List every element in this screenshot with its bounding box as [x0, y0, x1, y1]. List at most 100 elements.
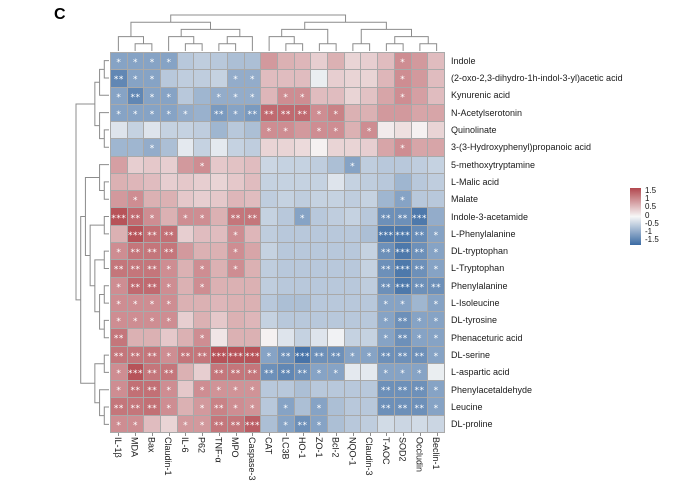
- heatmap-cell: *: [394, 191, 411, 208]
- heatmap-cell: *: [111, 53, 127, 70]
- heatmap-cell: [294, 173, 311, 191]
- heatmap-cell: [344, 122, 361, 139]
- heatmap-cell: [344, 243, 361, 260]
- heatmap-cell: **: [277, 104, 294, 122]
- heatmap-cell: [361, 260, 378, 277]
- heatmap-cell: **: [394, 208, 411, 225]
- heatmap-cell: [244, 53, 261, 70]
- heatmap-cell: [361, 156, 378, 173]
- heatmap-cell: [328, 225, 344, 242]
- heatmap-cell: [261, 70, 277, 87]
- heatmap-cell: **: [127, 398, 144, 415]
- heatmap-cell: [328, 398, 344, 415]
- heatmap-cell: [378, 191, 394, 208]
- column-tick: [135, 433, 137, 436]
- heatmap-cell: [211, 139, 227, 156]
- heatmap-cell: [177, 363, 194, 381]
- heatmap-cell: *: [244, 381, 261, 398]
- heatmap-cell: [428, 173, 444, 191]
- heatmap-cell: *: [411, 312, 428, 329]
- heatmap-cell: **: [378, 208, 394, 225]
- heatmap-cell: [211, 173, 227, 191]
- heatmap-cell: [177, 191, 194, 208]
- heatmap-cell: [177, 294, 194, 312]
- heatmap-cell: [227, 173, 244, 191]
- row-label: DL-tyrosine: [451, 315, 498, 326]
- heatmap-cell: [261, 87, 277, 104]
- heatmap-cell: [428, 415, 444, 432]
- heatmap-cell: [261, 312, 277, 329]
- column-label: CAT: [263, 437, 274, 455]
- heatmap-cell: [277, 53, 294, 70]
- heatmap-cell: **: [411, 381, 428, 398]
- heatmap-cell: **: [127, 87, 144, 104]
- heatmap-cell: **: [394, 312, 411, 329]
- heatmap-cell: [244, 277, 261, 294]
- heatmap-cell: [428, 53, 444, 70]
- heatmap-cell: [261, 329, 277, 346]
- heatmap-cell: [144, 415, 161, 432]
- column-label: T-AOC: [380, 437, 391, 465]
- heatmap-cell: [294, 260, 311, 277]
- heatmap-cell: [177, 260, 194, 277]
- heatmap-cell: ***: [244, 346, 261, 363]
- heatmap-cell: *: [227, 381, 244, 398]
- column-label: Claudin-3: [364, 437, 375, 476]
- heatmap-cell: [277, 191, 294, 208]
- heatmap-cell: [211, 260, 227, 277]
- heatmap-cell: *: [428, 260, 444, 277]
- heatmap-cell: **: [394, 398, 411, 415]
- column-tick: [403, 433, 405, 436]
- heatmap-cell: *: [361, 122, 378, 139]
- row-label: DL-tryptophan: [451, 246, 509, 257]
- heatmap-cell: [428, 139, 444, 156]
- heatmap-cell: [361, 70, 378, 87]
- heatmap-cell: [378, 104, 394, 122]
- heatmap-cell: [277, 243, 294, 260]
- heatmap-cell: [294, 294, 311, 312]
- heatmap-cell: **: [111, 398, 127, 415]
- heatmap-cell: *: [277, 87, 294, 104]
- heatmap-cell: *: [194, 415, 211, 432]
- heatmap-cell: [328, 208, 344, 225]
- column-label: MPO: [230, 437, 241, 458]
- heatmap-cell: [311, 139, 328, 156]
- heatmap-cell: *: [161, 277, 177, 294]
- heatmap-cell: *: [111, 87, 127, 104]
- heatmap-cell: *: [394, 294, 411, 312]
- heatmap-cell: *: [144, 70, 161, 87]
- heatmap-cell: [328, 173, 344, 191]
- row-label: (2-oxo-2,3-dihydro-1h-indol-3-yl)acetic …: [451, 72, 623, 83]
- heatmap-cell: *: [428, 312, 444, 329]
- heatmap-cell: [194, 243, 211, 260]
- heatmap-cell: *: [311, 415, 328, 432]
- heatmap-cell: [177, 225, 194, 242]
- heatmap-cell: [144, 191, 161, 208]
- heatmap-cell: [227, 329, 244, 346]
- heatmap-cell: [311, 70, 328, 87]
- heatmap-cell: *: [428, 225, 444, 242]
- heatmap-cell: [411, 104, 428, 122]
- heatmap-cell: [161, 156, 177, 173]
- heatmap-cell: *: [227, 70, 244, 87]
- heatmap-cell: **: [411, 243, 428, 260]
- heatmap-cell: [378, 156, 394, 173]
- heatmap-cell: [311, 381, 328, 398]
- legend-tick-label: 0.5: [645, 202, 657, 212]
- heatmap-cell: [161, 122, 177, 139]
- heatmap-cell: [311, 208, 328, 225]
- heatmap-cell: *: [328, 122, 344, 139]
- column-tick: [252, 433, 254, 436]
- heatmap-cell: **: [111, 329, 127, 346]
- heatmap-cell: **: [411, 260, 428, 277]
- heatmap-grid: * * * * * ** * * * * * * ** * * * * * * * * * * * * * ** * ** ** ** ** *…: [110, 52, 445, 433]
- heatmap-cell: [361, 87, 378, 104]
- heatmap-cell: ***: [394, 277, 411, 294]
- column-label: P62: [196, 437, 207, 454]
- heatmap-cell: [361, 225, 378, 242]
- heatmap-cell: *: [311, 122, 328, 139]
- column-label: Beclin-1: [431, 437, 442, 470]
- heatmap-cell: [361, 243, 378, 260]
- heatmap-cell: *: [127, 191, 144, 208]
- row-label: Phenylacetaldehyde: [451, 384, 533, 395]
